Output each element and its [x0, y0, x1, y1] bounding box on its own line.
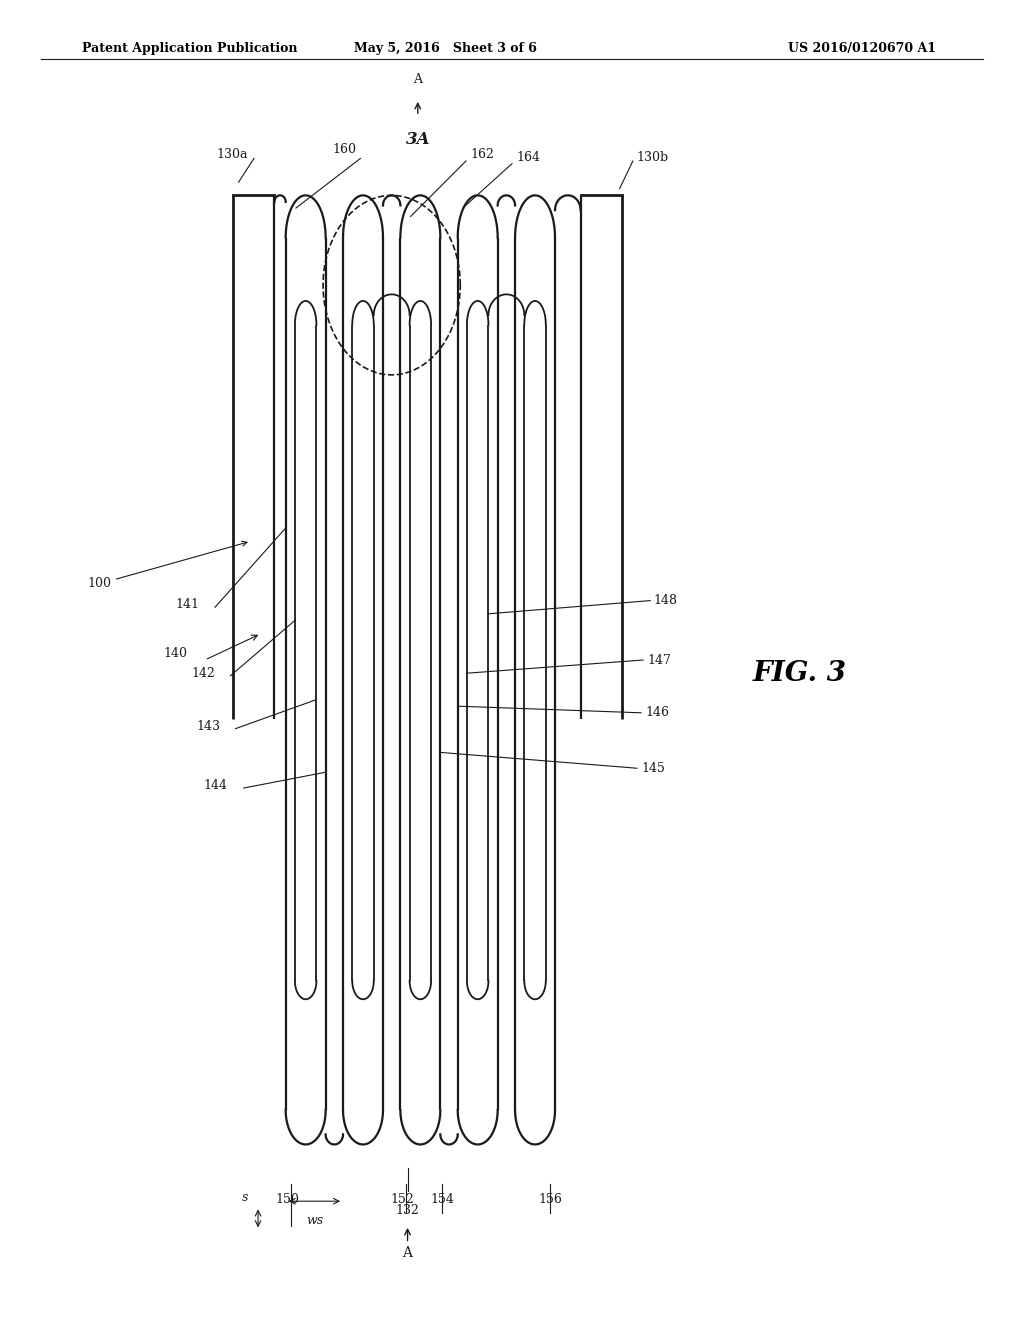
- Text: 3A: 3A: [406, 131, 430, 148]
- Text: 144: 144: [204, 779, 227, 792]
- Text: 143: 143: [197, 719, 220, 733]
- Text: 164: 164: [516, 150, 540, 164]
- Text: 154: 154: [430, 1193, 455, 1206]
- Text: ws: ws: [306, 1214, 323, 1228]
- Text: 146: 146: [645, 706, 669, 719]
- Text: US 2016/0120670 A1: US 2016/0120670 A1: [788, 42, 937, 55]
- Text: A: A: [414, 73, 422, 86]
- Text: 145: 145: [641, 762, 665, 775]
- Text: 150: 150: [275, 1193, 300, 1206]
- Text: 152: 152: [390, 1193, 415, 1206]
- Text: 160: 160: [333, 143, 356, 156]
- Text: 130b: 130b: [637, 150, 669, 164]
- Text: 156: 156: [538, 1193, 562, 1206]
- Text: 140: 140: [164, 647, 187, 660]
- Text: A: A: [402, 1246, 413, 1261]
- Text: 147: 147: [647, 653, 671, 667]
- Text: 141: 141: [176, 598, 200, 611]
- Text: s: s: [242, 1191, 248, 1204]
- Text: 162: 162: [470, 148, 494, 161]
- Text: 100: 100: [87, 541, 247, 590]
- Text: FIG. 3: FIG. 3: [753, 660, 847, 686]
- Text: Patent Application Publication: Patent Application Publication: [82, 42, 297, 55]
- Text: 148: 148: [653, 594, 677, 607]
- Text: 132: 132: [395, 1204, 420, 1217]
- Text: May 5, 2016   Sheet 3 of 6: May 5, 2016 Sheet 3 of 6: [354, 42, 537, 55]
- Text: 142: 142: [191, 667, 215, 680]
- Text: 130a: 130a: [216, 148, 248, 161]
